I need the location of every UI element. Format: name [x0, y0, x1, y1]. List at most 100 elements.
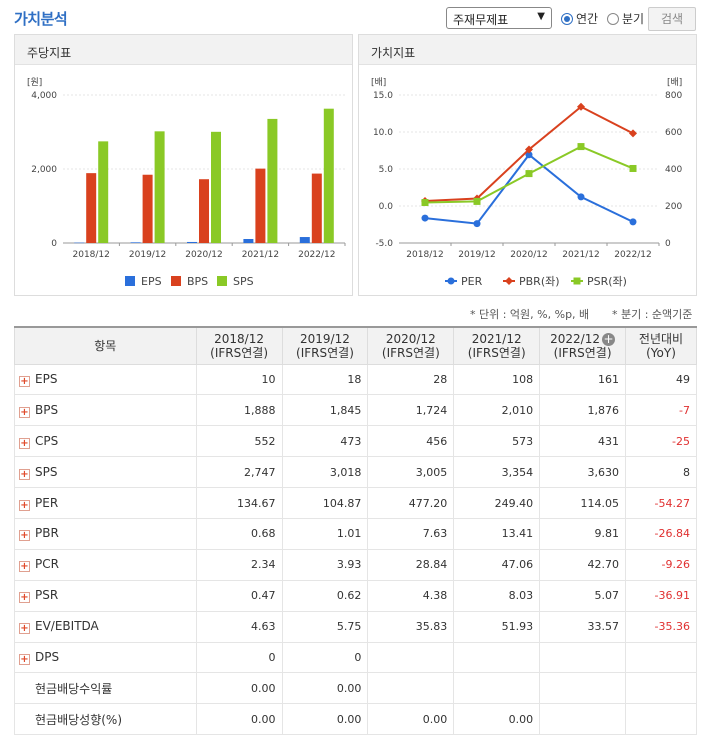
row-label-cell[interactable]: + CPS	[14, 425, 197, 458]
header-period: 2022/12 + (IFRS연결)	[539, 326, 627, 365]
yoy-cell: -36.91	[625, 579, 697, 612]
period-basis: (IFRS연결)	[296, 345, 354, 360]
valuation-title: 가치지표	[359, 35, 696, 65]
valuation-table: 항목 2018/12 (IFRS연결) 2019/12 (IFRS연결) 2020/…	[14, 326, 697, 736]
y-tick-label: 2,000	[31, 165, 57, 175]
bar-sps	[154, 131, 165, 243]
expand-column-icon[interactable]: +	[602, 331, 615, 346]
bar-bps	[199, 179, 209, 243]
bar-sps	[211, 131, 221, 243]
row-label: EV/EBITDA	[35, 619, 99, 634]
row-label-cell[interactable]: + EV/EBITDA	[14, 610, 197, 643]
expand-row-icon[interactable]: +	[19, 468, 30, 480]
header-period: 2018/12 (IFRS연결)	[195, 326, 283, 365]
y-tick-label-right: 600	[665, 128, 682, 138]
point-per	[629, 218, 637, 226]
x-tick-label: 2021/12	[562, 250, 599, 260]
header-period: 2020/12 (IFRS연결)	[367, 326, 455, 365]
legend-label: PSR(좌)	[587, 275, 627, 288]
legend-label: PER	[461, 275, 483, 288]
value-cell: 0	[195, 641, 283, 674]
x-tick-label: 2019/12	[458, 250, 495, 260]
expand-row-icon[interactable]: +	[19, 406, 30, 418]
radio-annual-label: 연간	[576, 12, 599, 26]
row-label: CPS	[35, 433, 59, 448]
y-tick-label-left: 5.0	[379, 165, 394, 175]
value-cell: 0.68	[195, 517, 283, 550]
legend-marker	[505, 277, 513, 285]
value-cell: 1,724	[367, 394, 455, 427]
expand-row-icon[interactable]: +	[19, 499, 30, 511]
row-label-cell[interactable]: + PBR	[14, 517, 197, 550]
expand-row-icon[interactable]: +	[19, 530, 30, 542]
x-tick-label: 2018/12	[406, 250, 443, 260]
expand-row-icon[interactable]: +	[19, 375, 30, 387]
table-row: + EV/EBITDA 4.63 5.75 35.83 51.93 33.57 -35.36	[14, 610, 697, 643]
x-tick-label: 2022/12	[298, 250, 335, 260]
x-tick-label: 2020/12	[510, 250, 547, 260]
value-cell: 35.83	[367, 610, 455, 643]
point-per	[577, 193, 585, 201]
row-label-cell[interactable]: + SPS	[14, 456, 197, 489]
value-cell: 456	[367, 425, 455, 458]
yoy-cell	[625, 641, 697, 674]
y-tick-label: 4,000	[31, 91, 57, 101]
header-yoy: 전년대비 (YoY)	[625, 326, 697, 365]
expand-row-icon[interactable]: +	[19, 437, 30, 449]
y-tick-label-left: 10.0	[373, 128, 393, 138]
row-label-cell[interactable]: + PER	[14, 487, 197, 519]
value-cell: 1,876	[539, 394, 627, 427]
legend-label: PBR(좌)	[519, 275, 560, 288]
yoy-cell	[625, 672, 697, 705]
value-cell: 0.00	[453, 703, 541, 736]
period-basis: (IFRS연결)	[210, 345, 268, 360]
y-tick-label-right: 200	[665, 202, 682, 212]
top-bar: 가치분석 주재무제표 ▼ 연간 분기 검색	[0, 0, 711, 34]
valuation-panel: 가치지표 [배] [배] 15.0 10.0 5.0 0.0 -5.0 800 600 400 20…	[358, 34, 697, 296]
value-cell: 1,845	[281, 394, 369, 427]
table-row: + DPS 0 0	[14, 641, 697, 674]
row-label-cell[interactable]: + PSR	[14, 579, 197, 612]
table-header-row: 항목 2018/12 (IFRS연결) 2019/12 (IFRS연결) 2020/…	[14, 326, 697, 365]
yoy-cell: 8	[625, 456, 697, 489]
value-cell: 552	[195, 425, 283, 458]
bar-eps	[187, 241, 197, 243]
row-label-cell[interactable]: + PCR	[14, 548, 197, 581]
yoy-cell: -54.27	[625, 487, 697, 519]
value-cell: 47.06	[453, 548, 541, 581]
expand-row-icon[interactable]: +	[19, 653, 30, 665]
value-cell: 114.05	[539, 487, 627, 519]
expand-row-icon[interactable]: +	[19, 592, 30, 604]
value-cell: 4.38	[367, 579, 455, 612]
value-cell: 0.47	[195, 579, 283, 612]
expand-row-icon[interactable]: +	[19, 561, 30, 573]
row-label: BPS	[35, 402, 59, 417]
value-cell	[367, 641, 455, 674]
search-button[interactable]: 검색	[648, 7, 696, 31]
radio-quarter-dot[interactable]	[607, 12, 619, 25]
legend-swatch-eps	[125, 276, 135, 286]
row-label-cell[interactable]: + EPS	[14, 363, 197, 396]
y-axis-unit-right: [배]	[667, 77, 682, 88]
radio-annual[interactable]: 연간	[561, 10, 598, 27]
value-cell: 134.67	[195, 487, 283, 519]
line-per	[424, 153, 634, 225]
bar-eps	[299, 237, 310, 243]
row-label: DPS	[35, 649, 60, 664]
valuation-chart: [배] [배] 15.0 10.0 5.0 0.0 -5.0 800 600 400 200 0 201…	[371, 77, 682, 288]
value-cell: 3,018	[281, 456, 369, 489]
bar-sps	[98, 141, 109, 243]
value-cell: 13.41	[453, 517, 541, 550]
row-label-cell[interactable]: + BPS	[14, 394, 197, 427]
legend-label: SPS	[233, 275, 254, 288]
value-cell: 0	[281, 641, 369, 674]
yoy-sub: (YoY)	[646, 345, 676, 360]
period-basis: (IFRS연결)	[553, 345, 612, 360]
radio-quarter[interactable]: 분기	[607, 10, 644, 27]
row-label-cell[interactable]: + DPS	[14, 641, 197, 674]
value-cell: 3,354	[453, 456, 541, 489]
radio-annual-dot[interactable]	[561, 12, 573, 25]
expand-row-icon[interactable]: +	[19, 623, 30, 635]
statement-select[interactable]: 주재무제표 ▼	[446, 7, 552, 29]
bar-bps	[142, 174, 153, 243]
